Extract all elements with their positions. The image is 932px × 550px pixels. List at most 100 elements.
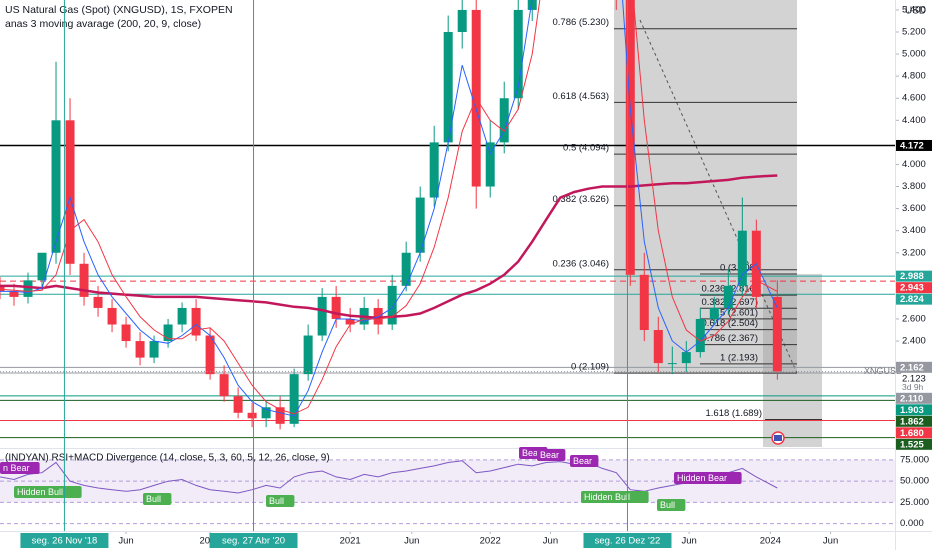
candle-body xyxy=(191,307,201,336)
x-tick-label: Jun xyxy=(681,536,696,547)
indicator-legend: anas 3 moving avarage (200, 20, 9, close… xyxy=(5,18,201,30)
trend-line xyxy=(639,19,798,374)
price-badge xyxy=(896,282,932,294)
x-tick-label: Jun xyxy=(404,536,419,547)
candle-body xyxy=(737,230,747,286)
x-tick-label: Jun xyxy=(118,536,133,547)
signal-label: Hidden Bull xyxy=(584,492,630,502)
candle-body xyxy=(653,330,663,364)
fib-inner-label: 1 (2.193) xyxy=(720,352,758,363)
fib-label: 0.5 (4.094) xyxy=(563,143,609,154)
candle-body xyxy=(513,9,523,99)
candle-body xyxy=(37,252,47,281)
flag-body xyxy=(774,435,782,441)
candle-body xyxy=(772,296,782,372)
fib-label: 0.618 (4.563) xyxy=(552,91,609,102)
x-tick-label: Jun xyxy=(823,536,838,547)
signal-label: Bear xyxy=(540,450,559,460)
price-badge-label: 1.862 xyxy=(900,416,924,427)
y-tick-label: 3.800 xyxy=(902,181,926,192)
candle-body xyxy=(527,0,537,10)
candle-body xyxy=(149,341,159,358)
indicator-tick-label: 25.000 xyxy=(900,497,929,508)
candle-body xyxy=(387,285,397,325)
price-badge xyxy=(896,361,932,373)
candle-body xyxy=(9,291,19,297)
countdown-label: 3d 9h xyxy=(902,382,924,392)
candle-body xyxy=(219,374,229,397)
moving-average xyxy=(0,0,778,415)
signal-label: Bull xyxy=(660,500,675,510)
fib-label: 0.786 (5.230) xyxy=(552,17,609,28)
candle-body xyxy=(303,335,313,375)
candle-body xyxy=(317,296,327,336)
candle-body xyxy=(177,307,187,325)
fib-inner-label: 0.5 (2.601) xyxy=(712,307,758,318)
x-tick-label: 2022 xyxy=(480,536,501,547)
signal-label: Bear xyxy=(522,448,541,458)
price-badge-label: 2.824 xyxy=(900,294,924,305)
price-badge xyxy=(896,404,932,416)
fib-zone-lower xyxy=(763,273,822,447)
fib-label: 0 (2.109) xyxy=(571,362,609,373)
fib-inner-label: 0.618 (2.504) xyxy=(701,318,758,329)
price-badge-label: 1.903 xyxy=(900,405,924,416)
candle-body xyxy=(695,318,705,353)
candle-body xyxy=(51,120,61,253)
price-badge xyxy=(896,427,932,439)
y-tick-label: 2.400 xyxy=(902,336,926,347)
chart-title: US Natural Gas (Spot) (XNGUSD), 1S, FXOP… xyxy=(5,4,233,16)
x-tick-label: 2024 xyxy=(760,536,781,547)
candle-body xyxy=(331,296,341,319)
price-badge xyxy=(896,270,932,282)
signal-badge xyxy=(570,455,599,467)
candle-body xyxy=(79,263,89,297)
candle-body xyxy=(457,9,467,33)
x-tick-label: seg. 26 Nov '18 xyxy=(32,536,98,547)
y-tick-label: 4.000 xyxy=(902,159,926,170)
candle-body xyxy=(233,396,243,413)
price-badge-label: 4.172 xyxy=(900,140,924,151)
candle-body xyxy=(499,98,509,143)
price-badge xyxy=(896,293,932,305)
fib-label: 0.382 (3.626) xyxy=(552,194,609,205)
candle-body xyxy=(275,407,285,424)
candle-body xyxy=(247,412,257,419)
date-badge xyxy=(209,533,298,548)
date-badge xyxy=(583,533,672,548)
indicator-tick-label: 0.000 xyxy=(900,518,924,529)
price-badge-label: 1.525 xyxy=(900,439,924,450)
signal-badge xyxy=(657,499,686,511)
fib-inner-label: 0.786 (2.367) xyxy=(701,333,758,344)
signal-badge xyxy=(266,495,295,507)
candle-body xyxy=(205,335,215,375)
signal-label: Hidden Bull xyxy=(17,487,63,497)
y-tick-label: 3.600 xyxy=(902,203,926,214)
candle-body xyxy=(401,252,411,286)
symbol-label: XNGUSD xyxy=(864,366,903,376)
candle-body xyxy=(681,352,691,364)
candle-body xyxy=(373,307,383,325)
price-badge-label: 2.162 xyxy=(900,362,924,373)
candle-body xyxy=(429,142,439,198)
candle-body xyxy=(625,0,635,275)
y-tick-label: 2.600 xyxy=(902,313,926,324)
candle-body xyxy=(443,32,453,143)
price-badge-label: 2.110 xyxy=(900,393,923,404)
signal-label: Bear xyxy=(573,456,592,466)
currency-label: USD xyxy=(905,6,926,17)
candle-body xyxy=(65,120,75,264)
price-badge xyxy=(896,438,932,450)
y-tick-label: 3.200 xyxy=(902,247,926,258)
candle-body xyxy=(121,324,131,342)
x-tick-label: Jun xyxy=(543,536,558,547)
y-tick-label: 5.000 xyxy=(902,49,926,60)
candle-body xyxy=(163,324,173,342)
candle-body xyxy=(107,307,117,325)
candle-body xyxy=(709,307,719,319)
indicator-title: (INDYAN) RSI+MACD Divergence (14, close,… xyxy=(5,453,330,464)
candle-body xyxy=(415,197,425,253)
signal-badge xyxy=(0,462,40,474)
